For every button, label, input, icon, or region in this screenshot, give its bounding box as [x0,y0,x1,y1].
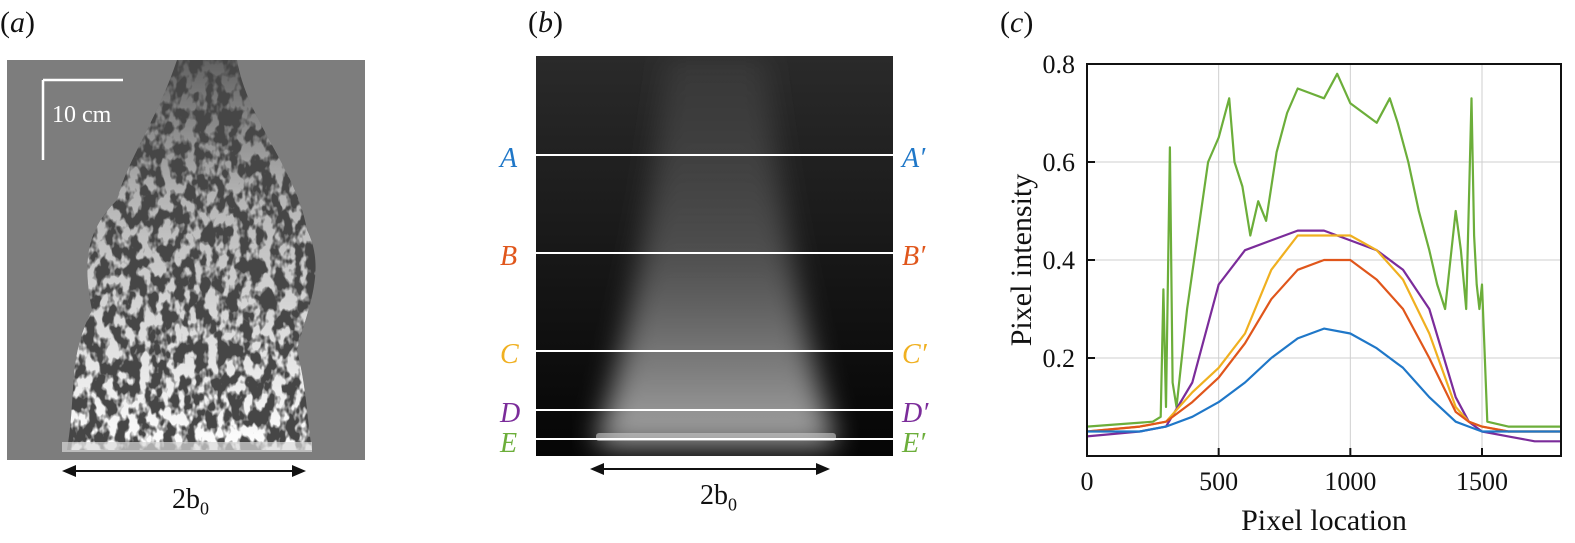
row-label-right: E′ [902,428,926,459]
row-label-right: D′ [902,398,929,429]
y-tick-label: 0.4 [1043,246,1076,275]
x-tick-label: 1000 [1324,467,1376,496]
width-arrow-b [590,463,830,475]
row-label-right: C′ [902,339,927,370]
y-tick-label: 0.8 [1043,50,1076,79]
series-line-0 [1086,72,1561,428]
x-tick-label: 500 [1199,467,1238,496]
scale-bar-label: 10 cm [52,102,112,128]
series-line-1 [1086,229,1561,443]
row-label-right: B′ [902,241,926,272]
x-tick-label: 1500 [1456,467,1508,496]
y-tick-label: 0.2 [1043,344,1076,373]
row-label-left: E [500,428,518,459]
panel-b-label: (b) [528,6,563,39]
row-label-left: C [500,339,519,370]
row-label-left: D [500,398,521,429]
chart-series [1086,72,1561,443]
x-axis-label: Pixel location [1241,504,1407,537]
width-label-b: 2b0 [700,480,737,515]
series-line-4 [1087,327,1561,433]
series-line-3 [1086,258,1561,433]
row-label-right: A′ [902,143,926,174]
dye-image-b [536,56,893,456]
width-arrow-a [62,465,306,477]
row-label-left: B [500,241,518,272]
x-tick-label: 0 [1081,467,1094,496]
y-axis-label: Pixel intensity [1005,174,1038,347]
schlieren-image-a [7,60,365,460]
row-label-left: A [500,143,518,174]
width-label-a: 2b0 [172,484,209,519]
series-line-2 [1086,234,1561,433]
panel-c-label: (c) [1000,6,1034,39]
panel-a-label: (a) [0,6,35,39]
y-tick-label: 0.6 [1043,148,1076,177]
chart-ticks: 0 500 1000 1500 0.2 0.4 0.6 0.8 [1043,50,1509,496]
